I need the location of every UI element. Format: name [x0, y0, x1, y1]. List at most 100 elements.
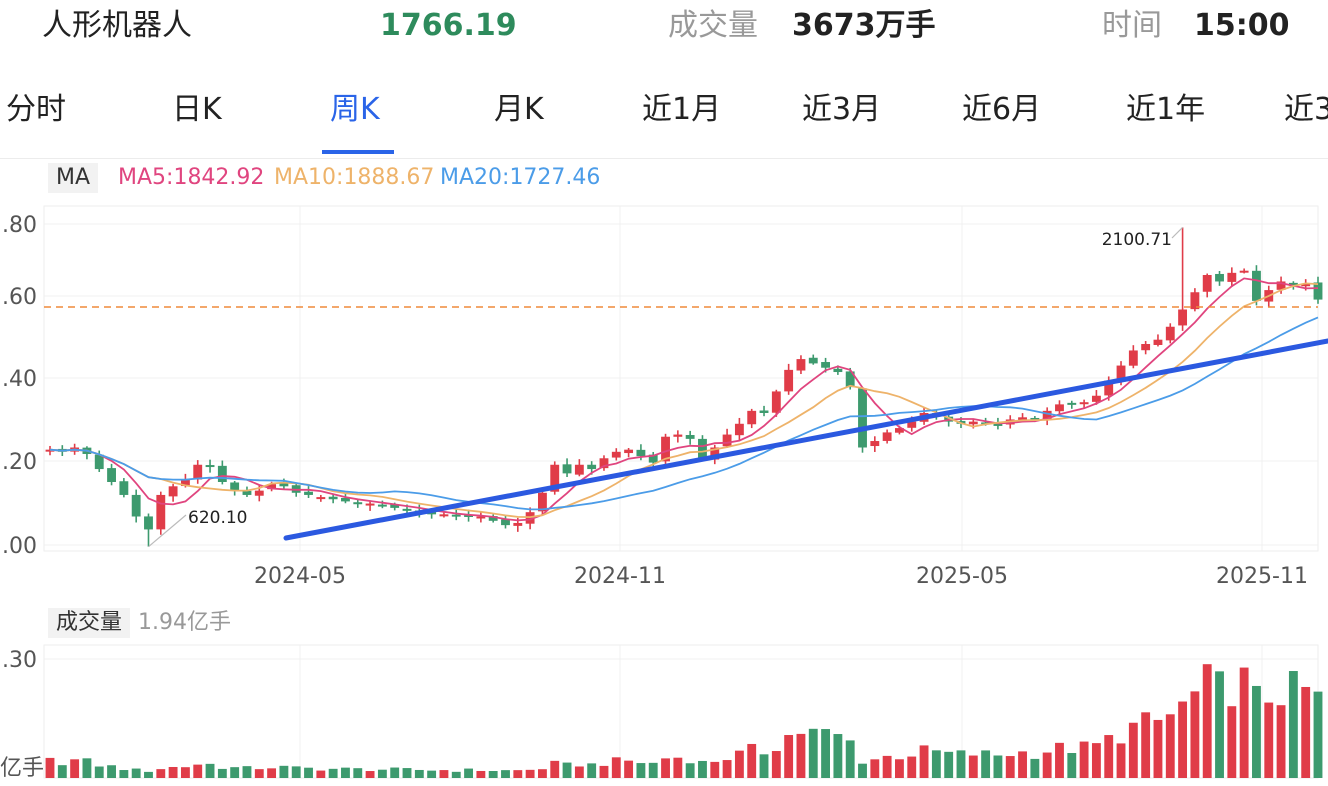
volume-bar: [328, 768, 338, 778]
volume-bar: [1239, 667, 1249, 778]
volume-bar: [1288, 671, 1298, 778]
low-annotation-label: 620.10: [188, 508, 247, 528]
candle-body: [119, 481, 129, 495]
candle-body: [611, 451, 621, 458]
candle-body: [1030, 417, 1040, 420]
candle-body: [1190, 292, 1200, 310]
candle-body: [144, 516, 153, 530]
candle-body: [759, 410, 769, 413]
volume-bar: [895, 759, 904, 778]
volume-bar: [341, 767, 350, 778]
tab-daily-k[interactable]: 日K: [172, 92, 222, 127]
candle-body: [242, 490, 252, 495]
candle-body: [1153, 339, 1163, 345]
volume-bar: [845, 740, 855, 778]
time-axis-ticks: 2024-05 2024-11 2025-05 2025-11: [254, 564, 1308, 589]
ma-label[interactable]: MA: [48, 163, 99, 193]
candle-body: [230, 482, 240, 491]
volume-bar: [353, 768, 363, 778]
candle-body: [624, 449, 634, 454]
candle-body: [1018, 417, 1027, 421]
tab-6-months[interactable]: 近6月: [962, 92, 1042, 127]
candle-body: [427, 511, 437, 515]
volume-bar: [70, 759, 80, 778]
volume-bar: [279, 765, 289, 778]
candle-body: [193, 464, 203, 480]
volume-bar: [722, 760, 732, 778]
candle-body: [1276, 281, 1286, 290]
tab-monthly-k[interactable]: 月K: [494, 92, 544, 127]
candle-body: [1202, 275, 1212, 292]
volume-bar: [1165, 714, 1175, 778]
tab-1-month[interactable]: 近1月: [642, 92, 722, 127]
candle-body: [685, 435, 695, 439]
volume-bar: [648, 762, 658, 778]
volume-bar: [907, 756, 917, 778]
candle-body: [501, 519, 510, 526]
volume-bar: [1030, 758, 1040, 778]
candle-body: [168, 486, 178, 497]
candle-body: [537, 492, 547, 512]
candle-body: [180, 479, 190, 487]
candle-body: [1178, 309, 1188, 326]
tab-3-months[interactable]: 近3月: [802, 92, 882, 127]
volume-bar: [267, 768, 277, 778]
volume-bar: [550, 760, 560, 778]
ma10-line: [49, 282, 1319, 519]
candle-body: [747, 410, 757, 425]
volume-bar: [377, 769, 387, 778]
candle-body: [968, 421, 978, 425]
volume-bar: [919, 745, 929, 778]
tab-intraday[interactable]: 分时: [6, 92, 66, 127]
last-price: 1766.19: [380, 8, 517, 43]
candle-body: [710, 447, 720, 460]
candle-body: [377, 504, 387, 507]
volume-bar: [291, 766, 301, 778]
active-tab-indicator: [322, 150, 394, 154]
quote-header: 人形机器人 1766.19 成交量 3673万手 时间 15:00: [0, 0, 1328, 56]
volume-bar: [1055, 742, 1064, 778]
time-tick-label: 2025-11: [1216, 564, 1308, 589]
volume-bar: [414, 769, 424, 778]
candle-body: [217, 465, 227, 482]
candle-body: [1079, 402, 1089, 405]
volume-bar: [747, 743, 757, 778]
price-axis-ticks: .80 .60 .40 .20 .00 .30 亿手: [0, 213, 44, 781]
tab-weekly-k[interactable]: 周K: [330, 92, 380, 127]
volume-bar: [599, 765, 609, 778]
candle-body: [587, 464, 597, 470]
candle-body: [353, 502, 363, 505]
ma10-legend: MA10:1888.67: [274, 165, 435, 190]
volume-bar: [931, 750, 941, 778]
tab-3-years[interactable]: 近3: [1284, 92, 1328, 127]
volume-bar: [1018, 751, 1027, 778]
candle-body: [845, 371, 855, 388]
price-tick-label: .20: [2, 450, 37, 475]
volume-bar: [870, 759, 880, 778]
volume-bar: [144, 771, 153, 778]
candle-body: [858, 388, 867, 448]
volume-bar: [1104, 735, 1114, 778]
volume-bar: [1313, 691, 1323, 778]
candle-body: [328, 496, 338, 500]
volume-bar: [673, 757, 683, 778]
volume-legend-label[interactable]: 成交量: [48, 608, 131, 638]
volume-bar: [611, 757, 621, 778]
volume-bar: [107, 765, 116, 778]
candle-body: [279, 483, 289, 487]
candle-body: [451, 514, 461, 517]
candle-body: [821, 362, 831, 368]
volume-bar: [698, 760, 707, 778]
volume-bar: [82, 758, 92, 778]
candle-body: [574, 464, 584, 475]
volume-bar: [254, 769, 264, 778]
volume-bar: [1227, 706, 1237, 778]
low-annotation-leader: [148, 514, 187, 548]
volume-bar: [316, 770, 326, 778]
tab-1-year[interactable]: 近1年: [1126, 92, 1206, 127]
candlesticks: [45, 227, 1323, 547]
candle-body: [107, 468, 116, 482]
time-tick-label: 2025-05: [916, 564, 1008, 589]
volume-bar: [685, 763, 695, 778]
